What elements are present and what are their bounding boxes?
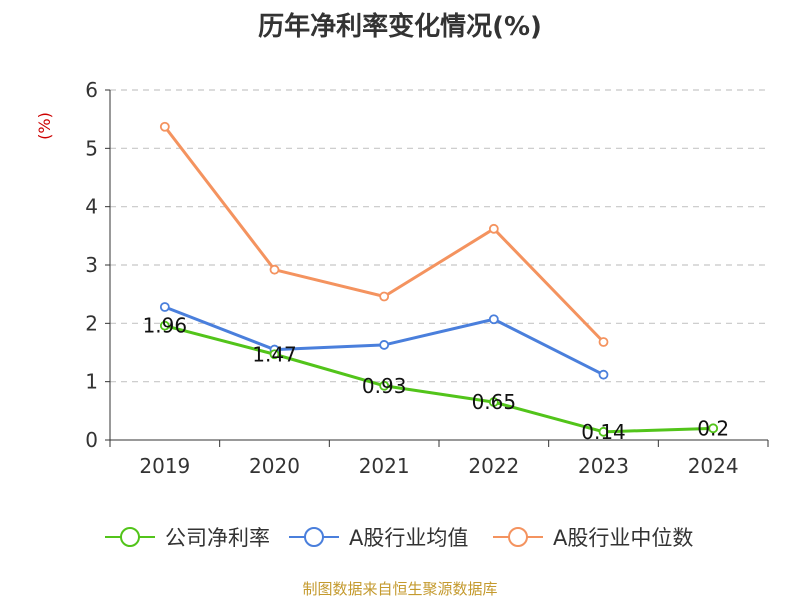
data-point: [379, 340, 390, 350]
data-point: [159, 302, 170, 312]
y-tick-label: 4: [85, 195, 98, 219]
data-point: [598, 426, 609, 437]
y-axis-label: (%): [35, 112, 54, 140]
y-tick-label: 0: [85, 428, 98, 452]
legend-marker: [120, 527, 140, 547]
source-note: 制图数据来自恒生聚源数据库: [302, 580, 498, 598]
x-tick-label: 2024: [688, 454, 739, 478]
legend-label: A股行业均值: [349, 526, 468, 550]
x-tick-label: 2020: [249, 454, 300, 478]
legend-marker: [508, 527, 528, 547]
data-point: [159, 320, 170, 331]
series-line: [164, 324, 714, 434]
x-tick-label: 2021: [359, 454, 410, 478]
data-labels: 1.96 1.47 0.93 0.65 0.14 0.2: [143, 314, 730, 444]
legend-item[interactable]: A股行业均值: [289, 526, 468, 550]
legend-item[interactable]: 公司净利率: [105, 526, 270, 550]
x-tick-label: 2022: [468, 454, 519, 478]
data-label: 0.2: [697, 416, 729, 440]
x-tick-label: 2019: [139, 454, 190, 478]
data-point: [488, 397, 499, 407]
y-tick-label: 5: [85, 136, 98, 160]
legend-label: A股行业中位数: [553, 526, 693, 550]
data-point: [379, 380, 390, 391]
y-tick-label: 1: [85, 370, 98, 394]
data-point: [488, 223, 499, 234]
series-line: [163, 125, 605, 344]
data-point: [488, 314, 499, 325]
x-tick-label: 2023: [578, 454, 629, 478]
chart-title: 历年净利率变化情况(%): [258, 12, 542, 42]
data-point: [269, 349, 280, 360]
y-tick-label: 2: [85, 311, 98, 335]
y-tick-label: 3: [85, 253, 98, 277]
data-label: 1.47: [252, 342, 297, 366]
legend-item[interactable]: A股行业中位数: [493, 526, 693, 550]
data-point: [379, 291, 390, 302]
data-label: 0.14: [581, 420, 626, 444]
data-point: [598, 369, 609, 380]
series-lines: [159, 121, 719, 437]
data-point: [159, 121, 170, 132]
data-point: [269, 264, 280, 275]
data-point: [708, 423, 719, 434]
data-label: 1.96: [143, 314, 188, 338]
data-point: [598, 337, 609, 347]
data-label: 0.65: [472, 390, 517, 414]
legend-marker: [304, 527, 324, 547]
legend[interactable]: 公司净利率 A股行业均值 A股行业中位数: [105, 526, 693, 550]
legend-label: 公司净利率: [165, 526, 270, 550]
data-label: 0.93: [362, 374, 407, 398]
axes: 0 1 2 3 4 5 6 2019 2020 2021 2022 2023 2024: [85, 78, 769, 478]
y-tick-label: 6: [85, 78, 98, 102]
